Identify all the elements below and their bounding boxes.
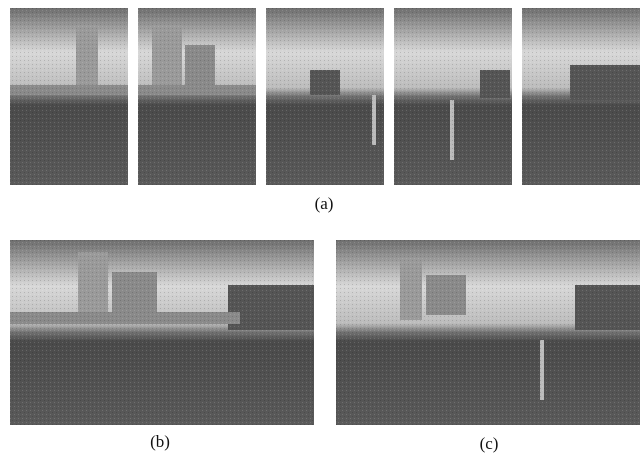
photo-row-a (10, 8, 640, 185)
panel-label: (c) (480, 434, 499, 453)
panel-label: (a) (315, 194, 334, 213)
figure: (a) (b) (c) (0, 0, 644, 457)
photo (522, 8, 640, 185)
photo (10, 8, 128, 185)
photo (266, 8, 384, 185)
panel-label: (b) (150, 432, 170, 451)
page: (a) (b) (c) (() => { const data = JSON.p… (0, 0, 644, 457)
photo (10, 240, 314, 425)
photo (336, 240, 640, 425)
photo (138, 8, 256, 185)
photo (394, 8, 512, 185)
